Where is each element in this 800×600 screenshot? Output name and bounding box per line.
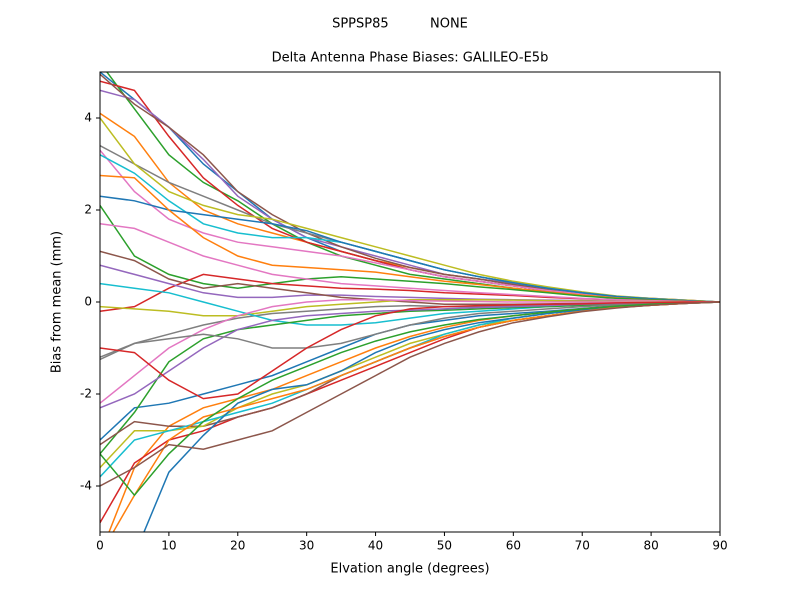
x-tick-label: 20	[230, 539, 245, 553]
y-tick-label: -4	[80, 479, 92, 493]
y-axis-label: Bias from mean (mm)	[50, 231, 65, 373]
y-tick-label: 2	[84, 203, 92, 217]
series-line	[100, 73, 720, 303]
series-line	[100, 301, 720, 361]
series-line	[112, 301, 720, 532]
x-tick-label: 80	[643, 539, 658, 553]
series-line	[108, 301, 720, 532]
series-line	[100, 298, 720, 404]
x-tick-label: 40	[368, 539, 383, 553]
y-tick-label: 4	[84, 111, 92, 125]
series-line	[100, 301, 720, 487]
x-tick-label: 50	[437, 539, 452, 553]
y-tick-label: 0	[84, 295, 92, 309]
plot-area	[100, 72, 720, 532]
chart-title: Delta Antenna Phase Biases: GALILEO-E5b	[272, 51, 549, 66]
series-line	[100, 195, 720, 303]
series-line	[100, 301, 720, 400]
series-line	[100, 301, 720, 497]
series-line	[100, 204, 720, 303]
series-line	[100, 174, 720, 303]
series-line	[100, 301, 720, 469]
x-tick-label: 70	[575, 539, 590, 553]
x-tick-label: 0	[96, 539, 104, 553]
series-line	[100, 223, 720, 303]
x-tick-label: 90	[712, 539, 727, 553]
series-line	[100, 301, 720, 441]
x-tick-label: 60	[506, 539, 521, 553]
x-axis-label: Elvation angle (degrees)	[330, 562, 489, 577]
x-tick-label: 30	[299, 539, 314, 553]
series-line	[105, 72, 720, 303]
suptitle: SPPSP85 NONE	[332, 17, 468, 32]
x-tick-label: 10	[161, 539, 176, 553]
y-tick-label: -2	[80, 387, 92, 401]
